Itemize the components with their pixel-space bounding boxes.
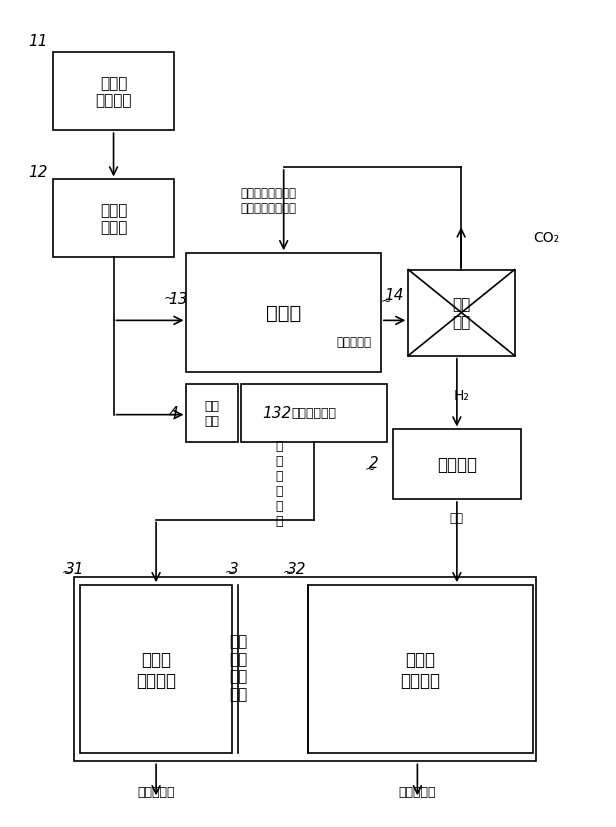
- Bar: [308, 586, 533, 753]
- Text: ~: ~: [225, 565, 235, 578]
- Text: 废气排放装置: 废气排放装置: [291, 407, 336, 420]
- Text: 用电式
空调单元: 用电式 空调单元: [400, 650, 440, 689]
- Text: 燃料电池: 燃料电池: [437, 456, 477, 474]
- Text: 31: 31: [65, 562, 84, 576]
- Text: 3: 3: [229, 562, 239, 576]
- Bar: [187, 254, 381, 373]
- Text: 热电
混合
空调
设备: 热电 混合 空调 设备: [229, 633, 247, 700]
- Bar: [53, 180, 174, 258]
- Text: ~: ~: [62, 565, 73, 578]
- Bar: [187, 385, 238, 442]
- Text: 32: 32: [286, 562, 306, 576]
- Text: 废
气
中
的
热
量: 废 气 中 的 热 量: [276, 439, 283, 527]
- Bar: [53, 53, 174, 131]
- Text: 重整器: 重整器: [266, 304, 301, 323]
- Text: H₂: H₂: [453, 389, 469, 403]
- Bar: [74, 577, 536, 762]
- Bar: [408, 270, 514, 356]
- Bar: [241, 385, 387, 442]
- Text: 2: 2: [369, 455, 378, 470]
- Text: 产生制冷量: 产生制冷量: [399, 786, 436, 798]
- Text: 4: 4: [168, 406, 178, 421]
- Text: ~: ~: [283, 565, 293, 578]
- Text: 13: 13: [168, 291, 188, 306]
- Text: ~: ~: [164, 292, 174, 304]
- Text: 原料输
送装置: 原料输 送装置: [100, 203, 128, 235]
- Text: ~: ~: [365, 462, 375, 476]
- Text: 14: 14: [384, 287, 403, 303]
- Text: 分离
装置: 分离 装置: [452, 297, 471, 329]
- Text: 132: 132: [262, 406, 291, 421]
- Text: 甲醇水
储存容器: 甲醇水 储存容器: [95, 76, 132, 108]
- Text: 12: 12: [28, 165, 48, 179]
- Text: 产生制冷量: 产生制冷量: [137, 786, 175, 798]
- Text: 启动
装置: 启动 装置: [205, 399, 220, 428]
- Bar: [393, 430, 521, 500]
- Text: 制得的氢气: 制得的氢气: [336, 336, 371, 349]
- Text: CO₂: CO₂: [533, 231, 559, 245]
- Text: 吸热式
制冷单元: 吸热式 制冷单元: [136, 650, 176, 689]
- Text: 制得的氢气，一部
分用于重整器运行: 制得的氢气，一部 分用于重整器运行: [240, 187, 296, 215]
- Text: 11: 11: [28, 34, 48, 49]
- Bar: [80, 586, 232, 753]
- Text: 供电: 供电: [450, 512, 464, 525]
- Text: ~: ~: [381, 294, 391, 307]
